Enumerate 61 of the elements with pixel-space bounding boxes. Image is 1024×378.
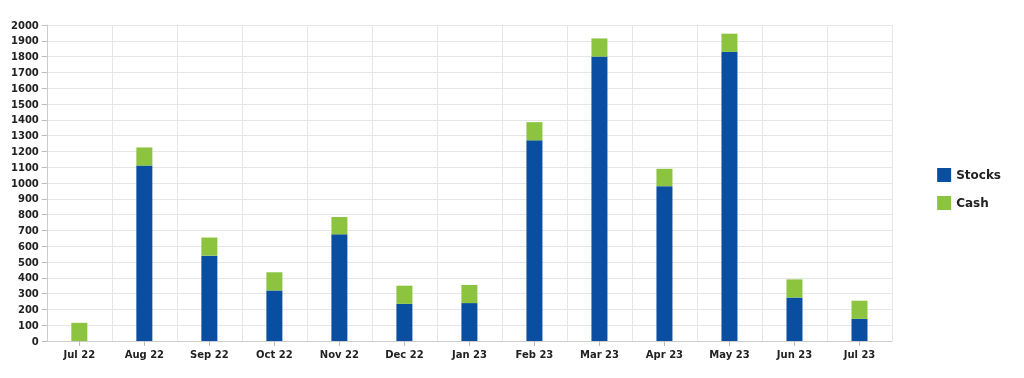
bar [136, 147, 153, 166]
y-tick-label: 2000 [10, 19, 39, 31]
y-tick-label: 1900 [10, 35, 39, 47]
bar [136, 165, 153, 341]
y-tick-label: 1500 [10, 98, 39, 110]
y-tick-label: 1200 [10, 145, 39, 157]
bar [396, 303, 413, 341]
y-tick-label: 1300 [10, 130, 39, 142]
y-tick-label: 1400 [10, 114, 39, 126]
x-tick-label: Aug 22 [124, 348, 165, 360]
x-tick-label: Jul 23 [842, 348, 876, 360]
y-tick-label: 1800 [10, 51, 39, 63]
bar [526, 122, 543, 141]
y-tick-label: 1600 [10, 82, 39, 94]
x-tick-label: Apr 23 [645, 348, 684, 360]
bar [266, 290, 283, 341]
bar [201, 237, 218, 256]
y-tick-label: 500 [17, 256, 39, 268]
bar [396, 285, 413, 304]
legend-label: Cash [956, 196, 989, 210]
bar [461, 303, 478, 341]
y-tick-label: 1100 [10, 161, 39, 173]
bar [851, 318, 868, 341]
bar [721, 51, 738, 341]
bar [331, 234, 348, 341]
bar [266, 272, 283, 291]
bar [201, 255, 218, 341]
y-tick-label: 400 [17, 272, 39, 284]
y-tick-label: 900 [17, 193, 39, 205]
y-tick-label: 800 [17, 209, 39, 221]
bar [656, 168, 673, 187]
bar [786, 297, 803, 341]
y-tick-label: 700 [17, 224, 39, 236]
x-tick-label: Feb 23 [515, 348, 554, 360]
x-tick-label: Oct 22 [256, 348, 293, 360]
x-tick-label: Jan 23 [450, 348, 487, 360]
y-tick-label: 300 [17, 288, 39, 300]
x-tick-label: Mar 23 [579, 348, 619, 360]
x-tick-label: Sep 22 [190, 348, 229, 360]
y-tick-label: 1700 [10, 66, 39, 78]
y-tick-label: 0 [31, 335, 39, 347]
bar [331, 216, 348, 235]
bar [591, 38, 608, 57]
x-tick-label: Jun 23 [775, 348, 813, 360]
x-tick-label: Nov 22 [319, 348, 360, 360]
x-tick-label: Jul 22 [62, 348, 96, 360]
x-tick-label: Dec 22 [385, 348, 424, 360]
bar [656, 186, 673, 341]
legend-label: Stocks [956, 168, 1001, 182]
y-tick-label: 600 [17, 240, 39, 252]
bar [71, 322, 88, 341]
bar [721, 33, 738, 52]
bar [786, 279, 803, 298]
bar [461, 284, 478, 304]
bar [591, 56, 608, 341]
y-tick-label: 200 [17, 303, 39, 315]
bar [851, 300, 868, 319]
bar [526, 140, 543, 341]
y-tick-label: 1000 [10, 177, 39, 189]
x-tick-label: May 23 [709, 348, 750, 360]
y-tick-label: 100 [17, 319, 39, 331]
